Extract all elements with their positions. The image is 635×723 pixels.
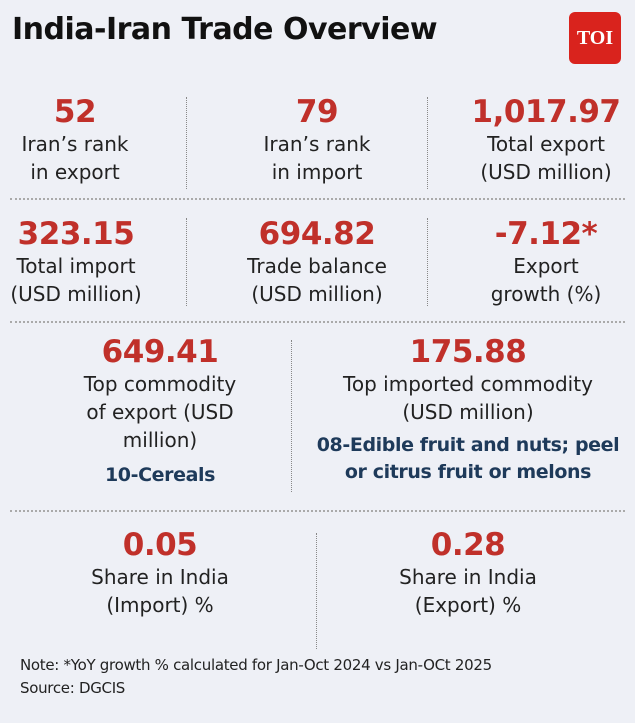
stat-label: Total export <box>487 132 605 156</box>
commodity-name: or citrus fruit or melons <box>344 461 592 483</box>
stat-label: (USD million) <box>402 400 534 424</box>
divider <box>186 97 187 189</box>
stat-label: (USD million) <box>480 160 612 184</box>
stat-label: Top commodity <box>83 372 237 396</box>
source: Source: DGCIS <box>20 679 126 697</box>
stat-value: 323.15 <box>17 216 135 252</box>
stat-label: Top imported commodity <box>343 372 593 396</box>
stat-value: 0.28 <box>430 527 506 563</box>
stat-label: Iran’s rank <box>21 132 129 156</box>
stat-value: 79 <box>295 94 339 130</box>
stat-label: Iran’s rank <box>263 132 371 156</box>
stat-total-import: 323.15 Total import (USD million) <box>10 216 141 308</box>
stat-value: 649.41 <box>101 334 219 370</box>
stat-label: Trade balance <box>247 254 387 278</box>
stat-export-growth: -7.12* Export growth (%) <box>491 216 602 308</box>
stat-trade-balance: 694.82 Trade balance (USD million) <box>247 216 387 308</box>
footnote: Note: *YoY growth % calculated for Jan-O… <box>20 656 492 674</box>
stat-label: Share in India <box>91 565 229 589</box>
top-import-commodity: 175.88 Top imported commodity (USD milli… <box>317 334 620 486</box>
stat-label: million) <box>122 428 198 452</box>
stat-label: (USD million) <box>251 282 383 306</box>
stat-total-export: 1,017.97 Total export (USD million) <box>472 94 621 186</box>
stat-label: (Import) % <box>106 593 214 617</box>
stat-label: in export <box>30 160 120 184</box>
stat-label: Export <box>513 254 579 278</box>
stat-label: of export (USD <box>86 400 234 424</box>
divider <box>186 218 187 306</box>
commodity-name: 10-Cereals <box>104 464 216 486</box>
page-title: India-Iran Trade Overview <box>12 12 438 47</box>
divider <box>316 533 317 649</box>
stat-value: 0.05 <box>122 527 198 563</box>
toi-logo: TOI <box>569 12 621 64</box>
stat-value: 694.82 <box>258 216 376 252</box>
stat-label: (USD million) <box>10 282 142 306</box>
top-export-commodity: 649.41 Top commodity of export (USD mill… <box>84 334 236 489</box>
stat-value: 175.88 <box>409 334 527 370</box>
stat-label: in import <box>271 160 363 184</box>
stat-label: Total import <box>16 254 136 278</box>
commodity-name: 08-Edible fruit and nuts; peel <box>316 434 620 456</box>
divider <box>10 510 625 512</box>
stat-label: growth (%) <box>490 282 602 306</box>
divider <box>291 340 292 492</box>
divider <box>427 218 428 306</box>
share-export: 0.28 Share in India (Export) % <box>399 527 537 619</box>
stat-value: 52 <box>53 94 97 130</box>
stat-export-rank: 52 Iran’s rank in export <box>22 94 129 186</box>
divider <box>10 321 625 323</box>
stat-label: (Export) % <box>414 593 522 617</box>
stat-value: -7.12* <box>494 216 598 252</box>
share-import: 0.05 Share in India (Import) % <box>91 527 229 619</box>
stat-value: 1,017.97 <box>471 94 621 130</box>
divider <box>10 198 625 200</box>
stat-import-rank: 79 Iran’s rank in import <box>264 94 371 186</box>
divider <box>427 97 428 189</box>
stat-label: Share in India <box>399 565 537 589</box>
footer: Note: *YoY growth % calculated for Jan-O… <box>20 654 492 700</box>
